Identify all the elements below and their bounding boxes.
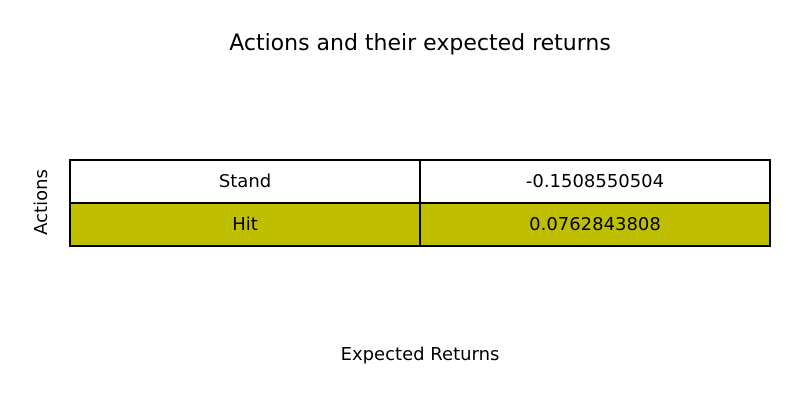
table-row: Hit 0.0762843808 (69, 202, 771, 247)
table-row: Stand -0.1508550504 (69, 159, 771, 204)
y-axis-label: Actions (31, 169, 52, 235)
expected-return-cell: -0.1508550504 (419, 159, 771, 204)
actions-table: Stand -0.1508550504 Hit 0.0762843808 (69, 159, 771, 247)
table-body: Stand -0.1508550504 Hit 0.0762843808 (69, 159, 771, 247)
x-axis-label: Expected Returns (340, 344, 500, 365)
actions-table-container: Stand -0.1508550504 Hit 0.0762843808 (69, 159, 771, 247)
expected-return-cell: 0.0762843808 (419, 202, 771, 247)
action-cell: Hit (69, 202, 421, 247)
chart-title: Actions and their expected returns (229, 31, 611, 56)
action-cell: Stand (69, 159, 421, 204)
